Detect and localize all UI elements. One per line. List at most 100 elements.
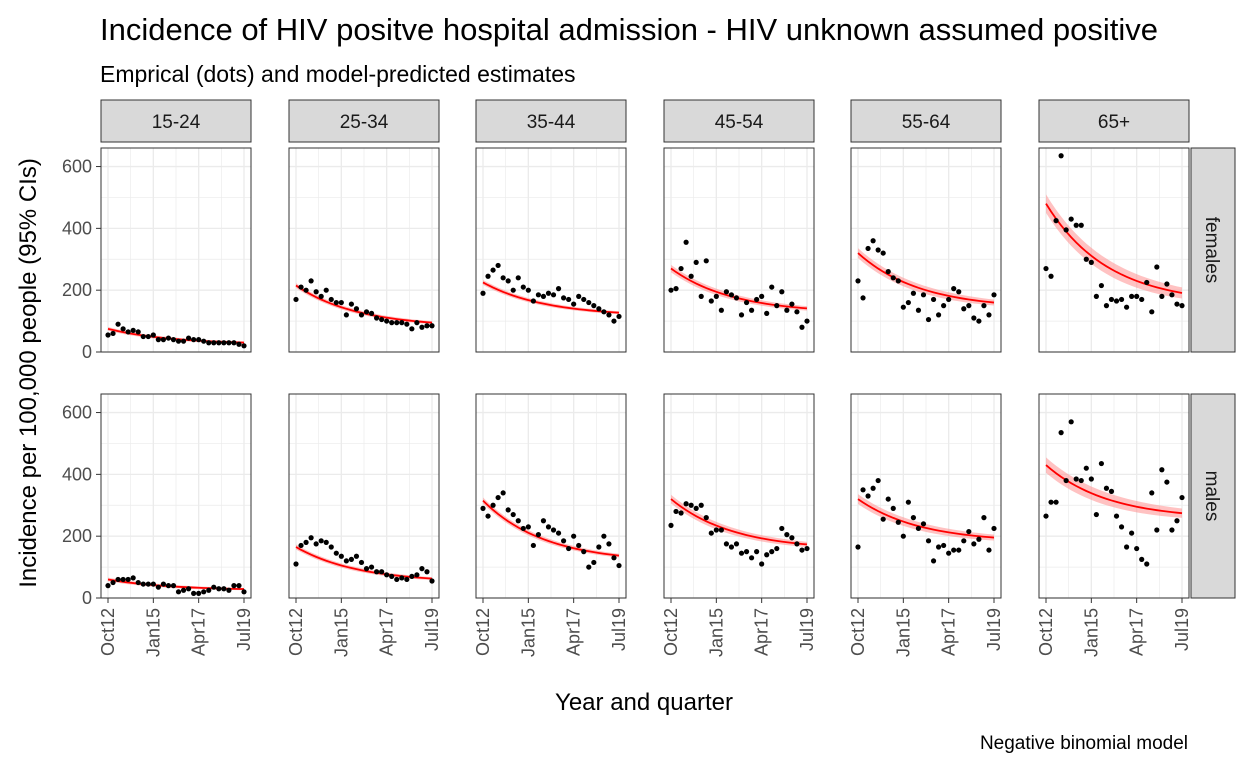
data-point <box>358 312 365 318</box>
data-point <box>510 511 516 518</box>
data-point <box>525 524 531 530</box>
data-point <box>196 590 202 596</box>
facet-strip-15-24 <box>100 99 252 143</box>
data-point <box>409 573 415 579</box>
data-point <box>389 573 395 579</box>
data-point <box>170 583 177 589</box>
data-point <box>601 309 607 315</box>
data-point <box>110 330 116 337</box>
data-point <box>515 275 521 281</box>
data-point <box>338 299 344 306</box>
facet-strip-label-65+: 65+ <box>1098 112 1130 133</box>
data-point <box>855 278 861 284</box>
panel-border <box>663 147 815 353</box>
data-point <box>951 547 957 553</box>
y-tick-label: 0 <box>82 342 92 362</box>
data-point <box>976 318 982 324</box>
data-point <box>885 269 891 275</box>
data-point <box>576 542 582 549</box>
ci-band <box>296 283 432 325</box>
data-point <box>586 564 592 570</box>
data-point <box>241 589 247 595</box>
data-point <box>1098 460 1105 467</box>
data-point <box>216 340 222 346</box>
data-point <box>1043 513 1049 519</box>
data-point <box>180 587 187 593</box>
data-point <box>566 545 572 552</box>
data-point <box>860 295 866 301</box>
data-point <box>399 320 405 326</box>
data-point <box>1174 301 1180 307</box>
data-point <box>673 286 679 292</box>
x-tick-label: Jul19 <box>797 608 817 651</box>
data-point <box>678 265 684 272</box>
data-point <box>150 581 156 587</box>
data-point <box>986 547 992 553</box>
x-tick-label: Jan15 <box>143 608 163 657</box>
data-point <box>293 561 299 567</box>
facet-strip-label-25-34: 25-34 <box>340 112 389 133</box>
data-point <box>804 318 810 324</box>
data-point <box>201 589 207 595</box>
data-point <box>140 333 146 340</box>
data-point <box>1154 264 1160 270</box>
fit-line <box>295 284 433 324</box>
data-point <box>880 516 886 522</box>
data-point <box>155 584 161 590</box>
data-point <box>759 293 765 299</box>
data-point <box>794 309 800 315</box>
facet-strip-label-females: females <box>1201 217 1222 284</box>
data-point <box>1068 216 1074 222</box>
data-point <box>991 292 997 298</box>
data-point <box>125 329 131 335</box>
data-point <box>150 332 156 338</box>
data-point <box>429 578 435 584</box>
data-point <box>703 515 709 521</box>
data-point <box>1134 545 1140 552</box>
data-point <box>611 318 617 324</box>
data-point <box>1129 293 1135 299</box>
facet-panels: 15-24 25-34 35-44 45-54 55-64 65+ females males… <box>62 99 1236 657</box>
x-tick-label: Oct12 <box>1036 608 1056 656</box>
data-point <box>485 513 491 519</box>
data-point <box>1179 303 1185 309</box>
data-point <box>915 525 922 532</box>
data-point <box>1053 218 1059 224</box>
fit-line <box>482 281 620 314</box>
data-point <box>120 576 126 583</box>
data-point <box>500 275 506 281</box>
data-point <box>191 590 197 596</box>
data-point <box>1048 273 1054 279</box>
data-point <box>925 316 932 323</box>
data-point <box>1108 488 1115 494</box>
data-point <box>115 321 121 327</box>
data-point <box>328 296 334 303</box>
data-point <box>343 558 349 564</box>
data-point <box>875 477 881 484</box>
data-point <box>535 292 542 298</box>
data-point <box>910 515 917 521</box>
data-point <box>925 538 932 544</box>
data-point <box>231 340 237 346</box>
chart-title: Incidence of HIV positve hospital admiss… <box>100 12 1158 47</box>
data-point <box>723 289 730 295</box>
data-point <box>865 493 871 499</box>
data-point <box>764 310 770 316</box>
facet-strip-males <box>1190 393 1236 599</box>
x-tick-label: Jan15 <box>706 608 726 657</box>
data-point <box>1098 282 1105 289</box>
data-point <box>115 576 121 583</box>
data-point <box>930 296 937 303</box>
data-point <box>1169 527 1175 533</box>
data-point <box>328 544 334 550</box>
x-tick-label: Oct12 <box>286 608 306 656</box>
data-point <box>379 316 385 323</box>
data-point <box>728 292 735 298</box>
data-point <box>343 312 349 318</box>
y-tick-label: 200 <box>62 526 92 546</box>
data-point <box>779 289 785 295</box>
data-point <box>860 487 866 493</box>
data-point <box>708 530 714 536</box>
data-point <box>566 296 572 303</box>
